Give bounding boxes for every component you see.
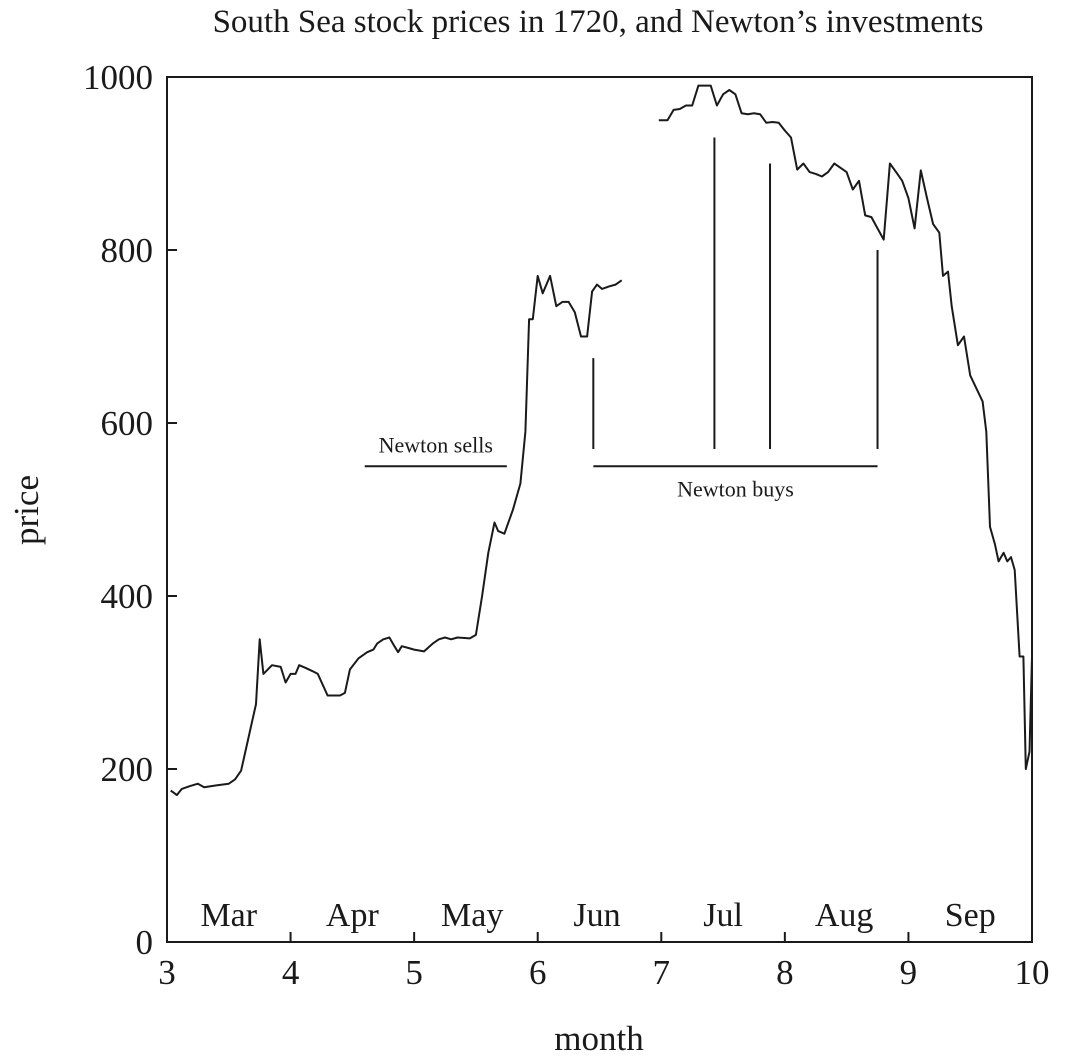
x-tick-label: 5 (405, 953, 423, 992)
y-tick-label: 1000 (83, 58, 153, 97)
y-tick-label: 0 (136, 923, 154, 962)
y-tick-label: 600 (101, 404, 154, 443)
plot-frame (166, 76, 1033, 943)
month-label: Apr (326, 897, 380, 934)
y-tick-label: 400 (101, 577, 154, 616)
month-label: Sep (945, 897, 996, 934)
month-label: Aug (815, 897, 874, 934)
newton-annotations: Newton sells Newton buys (364, 137, 879, 501)
price-line-segment (170, 274, 623, 796)
month-label: Jun (573, 897, 620, 934)
chart-title: South Sea stock prices in 1720, and Newt… (213, 4, 984, 40)
month-label: Mar (200, 897, 257, 934)
newton-buys-label: Newton buys (677, 476, 794, 501)
x-axis-label: month (554, 1019, 644, 1058)
price-line-segment (658, 84, 1033, 770)
x-axis-ticks: 3 4 5 6 7 8 9 10 (158, 932, 1050, 992)
y-tick-label: 200 (101, 750, 154, 789)
x-tick-label: 6 (529, 953, 547, 992)
month-labels: Mar Apr May Jun Jul Aug Sep (200, 897, 995, 934)
x-tick-label: 10 (1015, 953, 1050, 992)
newton-sells-label: Newton sells (379, 432, 493, 457)
price-series (170, 84, 1033, 796)
month-label: Jul (703, 897, 743, 934)
y-tick-label: 800 (101, 231, 154, 270)
x-tick-label: 4 (282, 953, 300, 992)
x-tick-label: 7 (653, 953, 671, 992)
x-tick-label: 9 (900, 953, 918, 992)
x-tick-label: 3 (158, 953, 176, 992)
y-axis-label: price (7, 475, 46, 545)
x-tick-label: 8 (776, 953, 794, 992)
y-axis-ticks: 0 200 400 600 800 1000 (83, 58, 177, 962)
month-label: May (441, 897, 503, 934)
